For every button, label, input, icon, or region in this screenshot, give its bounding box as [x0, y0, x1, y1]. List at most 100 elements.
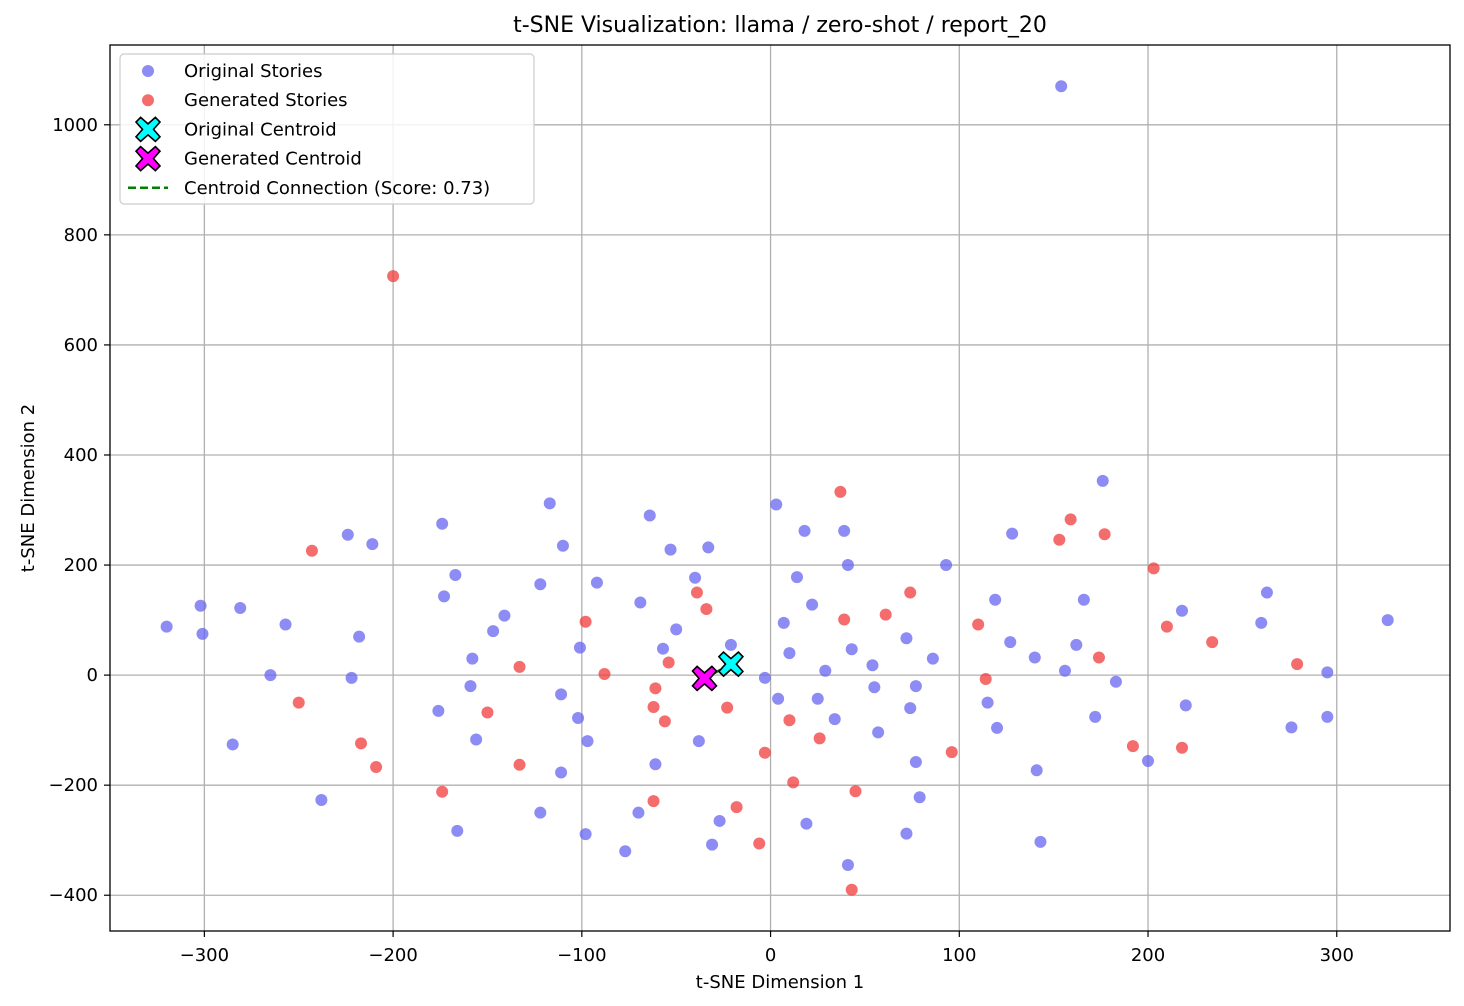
original-story-point — [800, 817, 813, 830]
original-story-point — [194, 599, 207, 612]
legend-box — [119, 53, 535, 205]
original-story-point — [1176, 604, 1188, 617]
original-story-point — [264, 669, 277, 682]
x-axis-title: t-SNE Dimension 1 — [696, 972, 864, 993]
original-story-point — [581, 735, 594, 748]
y-tick-label: 0 — [87, 665, 98, 686]
legend-marker-x — [134, 145, 162, 172]
original-story-point — [573, 641, 586, 654]
generated-story-point — [647, 795, 660, 808]
original-story-point — [811, 692, 824, 705]
original-story-point — [670, 623, 683, 636]
original-story-point — [1034, 835, 1047, 848]
x-tick-label: 300 — [1320, 945, 1354, 966]
original-story-point — [1381, 614, 1394, 627]
original-story-point — [1285, 721, 1298, 734]
generated-centroid-marker — [691, 665, 718, 692]
original-story-point — [838, 524, 851, 537]
original-story-point — [909, 680, 922, 693]
generated-story-point — [1053, 533, 1066, 546]
original-story-point — [579, 828, 592, 841]
generated-story-point — [945, 746, 958, 759]
generated-story-point — [598, 668, 611, 681]
original-story-point — [841, 858, 854, 871]
original-story-point — [664, 543, 677, 556]
original-story-point — [1321, 710, 1334, 723]
plot-area-frame — [109, 44, 1451, 932]
generated-story-point — [1126, 740, 1139, 753]
original-story-point — [451, 824, 464, 837]
original-story-point — [279, 618, 292, 631]
original-story-point — [991, 721, 1004, 734]
original-story-point — [872, 726, 885, 739]
original-story-point — [1055, 80, 1068, 93]
original-story-point — [689, 571, 702, 584]
generated-story-point — [845, 883, 858, 896]
original-story-point — [1058, 664, 1071, 677]
generated-story-point — [292, 696, 305, 709]
original-story-point — [470, 733, 483, 746]
original-stories-points — [160, 80, 1394, 871]
original-story-point — [692, 735, 705, 748]
original-story-point — [438, 590, 451, 603]
original-story-point — [487, 625, 500, 638]
original-story-point — [1255, 616, 1268, 629]
generated-story-point — [647, 701, 660, 714]
grid-lines — [110, 45, 1450, 931]
original-story-point — [555, 766, 568, 779]
original-story-point — [798, 524, 811, 537]
original-story-point — [845, 643, 858, 656]
x-axis-ticks: −300 −200 −100 0 100 200 300 — [180, 931, 1354, 966]
original-story-point — [556, 539, 569, 552]
x-tick-label: −200 — [368, 945, 417, 966]
original-story-point — [724, 638, 737, 651]
original-story-point — [656, 642, 669, 655]
original-story-point — [1077, 593, 1090, 606]
original-story-point — [702, 541, 715, 554]
generated-story-point — [1064, 513, 1077, 526]
generated-story-point — [1092, 651, 1105, 664]
y-tick-label: 1000 — [52, 115, 98, 136]
chart-title: t-SNE Visualization: llama / zero-shot /… — [513, 13, 1047, 38]
original-story-point — [449, 568, 462, 581]
legend-marker-x — [134, 116, 162, 143]
original-story-point — [777, 616, 790, 629]
generated-story-point — [979, 672, 992, 685]
original-story-point — [819, 664, 832, 677]
generated-story-point — [972, 618, 985, 631]
original-story-point — [913, 791, 926, 804]
generated-story-point — [690, 586, 703, 599]
original-story-point — [572, 712, 585, 725]
original-story-point — [866, 659, 879, 672]
original-story-point — [432, 704, 445, 717]
original-story-point — [466, 652, 479, 665]
generated-story-point — [513, 758, 526, 771]
legend-label: Original Stories — [184, 61, 323, 82]
x-tick-label: 100 — [942, 945, 976, 966]
original-story-point — [160, 620, 173, 633]
generated-story-point — [436, 785, 449, 798]
original-story-point — [498, 609, 511, 622]
original-story-point — [1142, 754, 1155, 767]
generated-story-point — [662, 656, 675, 669]
generated-story-point — [849, 785, 862, 798]
x-tick-label: −100 — [557, 945, 606, 966]
generated-story-point — [1098, 528, 1111, 541]
original-story-point — [1109, 675, 1122, 688]
legend-label: Original Centroid — [184, 119, 337, 140]
centroid-markers — [691, 651, 744, 692]
original-story-point — [770, 498, 783, 511]
original-story-point — [619, 845, 632, 858]
y-tick-label: −200 — [49, 775, 98, 796]
generated-story-point — [1147, 562, 1160, 575]
y-tick-label: 800 — [64, 225, 98, 246]
legend-marker-dot — [142, 94, 154, 107]
original-story-point — [1321, 666, 1334, 679]
generated-story-point — [730, 801, 743, 814]
original-story-point — [1028, 651, 1041, 664]
original-story-point — [632, 806, 645, 819]
original-story-point — [1070, 638, 1083, 651]
original-story-point — [981, 696, 994, 709]
original-story-point — [900, 632, 913, 645]
generated-story-point — [1176, 741, 1188, 754]
